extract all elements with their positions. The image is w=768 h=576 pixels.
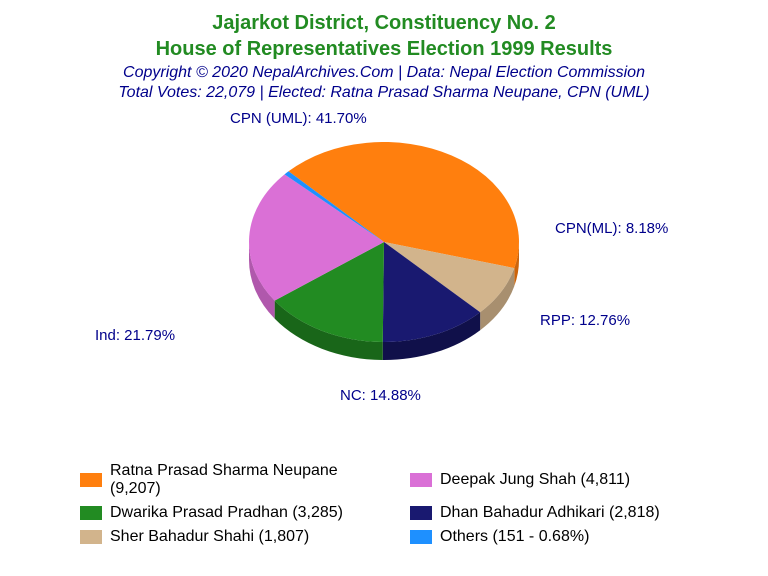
legend-item: Dwarika Prasad Pradhan (3,285) [80,504,390,522]
chart-title: Jajarkot District, Constituency No. 2 Ho… [0,0,768,62]
summary-line: Total Votes: 22,079 | Elected: Ratna Pra… [0,84,768,102]
legend-label: Others (151 - 0.68%) [440,528,589,546]
legend-swatch [410,530,432,544]
legend-label: Dwarika Prasad Pradhan (3,285) [110,504,343,522]
slice-label: CPN(ML): 8.18% [555,220,668,237]
legend-swatch [410,473,432,487]
title-line-1: Jajarkot District, Constituency No. 2 [0,10,768,36]
pie-chart [224,122,544,382]
legend-swatch [80,473,102,487]
title-line-2: House of Representatives Election 1999 R… [0,36,768,62]
pie-chart-area: CPN (UML): 41.70% CPN(ML): 8.18% RPP: 12.7… [0,102,768,442]
legend-item: Ratna Prasad Sharma Neupane (9,207) [80,462,390,498]
legend-item: Dhan Bahadur Adhikari (2,818) [410,504,720,522]
legend-label: Sher Bahadur Shahi (1,807) [110,528,309,546]
slice-label: RPP: 12.76% [540,312,630,329]
legend-label: Dhan Bahadur Adhikari (2,818) [440,504,660,522]
slice-label: Ind: 21.79% [95,327,175,344]
slice-label: CPN (UML): 41.70% [230,110,367,127]
chart-container: Jajarkot District, Constituency No. 2 Ho… [0,0,768,576]
legend-swatch [410,506,432,520]
legend: Ratna Prasad Sharma Neupane (9,207) Deepa… [80,462,720,546]
legend-item: Deepak Jung Shah (4,811) [410,462,720,498]
legend-swatch [80,506,102,520]
legend-label: Deepak Jung Shah (4,811) [440,471,630,489]
legend-swatch [80,530,102,544]
legend-item: Others (151 - 0.68%) [410,528,720,546]
slice-label: NC: 14.88% [340,387,421,404]
legend-item: Sher Bahadur Shahi (1,807) [80,528,390,546]
copyright-line: Copyright © 2020 NepalArchives.Com | Dat… [0,64,768,82]
legend-label: Ratna Prasad Sharma Neupane (9,207) [110,462,390,498]
